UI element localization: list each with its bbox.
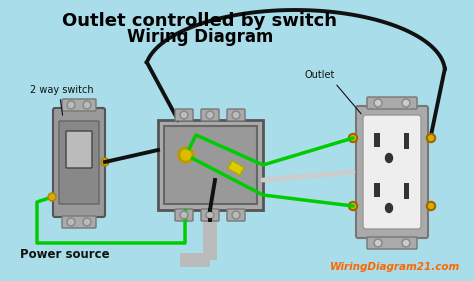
Circle shape	[180, 111, 188, 119]
Bar	[404, 133, 409, 149]
Bar	[374, 183, 380, 197]
Text: Wiring Diagram: Wiring Diagram	[127, 28, 273, 46]
Bar	[404, 183, 409, 199]
Circle shape	[102, 160, 108, 164]
Circle shape	[206, 211, 214, 219]
Text: 2 way switch: 2 way switch	[30, 85, 94, 95]
Circle shape	[348, 133, 357, 142]
Bar	[164, 126, 257, 204]
FancyBboxPatch shape	[201, 109, 219, 121]
Circle shape	[374, 99, 382, 107]
Circle shape	[178, 147, 194, 163]
Circle shape	[403, 241, 409, 246]
FancyBboxPatch shape	[59, 121, 99, 204]
Circle shape	[375, 241, 381, 246]
Bar	[374, 133, 380, 147]
Circle shape	[84, 219, 90, 225]
Circle shape	[232, 111, 240, 119]
Circle shape	[208, 112, 212, 117]
FancyBboxPatch shape	[363, 115, 421, 229]
Circle shape	[234, 212, 238, 217]
Bar	[158, 120, 263, 210]
FancyBboxPatch shape	[227, 209, 245, 221]
Text: Power source: Power source	[20, 248, 109, 261]
Circle shape	[206, 111, 214, 119]
Text: Outlet controlled by switch: Outlet controlled by switch	[63, 12, 337, 30]
FancyBboxPatch shape	[367, 237, 417, 249]
FancyBboxPatch shape	[356, 106, 428, 238]
Ellipse shape	[385, 153, 392, 162]
Circle shape	[427, 201, 436, 210]
Circle shape	[402, 239, 410, 247]
Circle shape	[232, 211, 240, 219]
Circle shape	[234, 112, 238, 117]
Polygon shape	[228, 161, 244, 175]
Circle shape	[69, 219, 73, 225]
Text: Outlet: Outlet	[305, 70, 336, 80]
Circle shape	[208, 212, 212, 217]
Ellipse shape	[385, 203, 392, 212]
Circle shape	[348, 201, 357, 210]
FancyBboxPatch shape	[367, 97, 417, 109]
Text: WiringDiagram21.com: WiringDiagram21.com	[330, 262, 460, 272]
Circle shape	[403, 101, 409, 105]
Circle shape	[67, 218, 75, 226]
FancyBboxPatch shape	[201, 209, 219, 221]
FancyBboxPatch shape	[62, 216, 96, 228]
Circle shape	[69, 103, 73, 108]
Circle shape	[83, 218, 91, 226]
Circle shape	[83, 101, 91, 109]
Circle shape	[374, 239, 382, 247]
Circle shape	[182, 112, 186, 117]
FancyBboxPatch shape	[175, 209, 193, 221]
FancyBboxPatch shape	[53, 108, 105, 217]
Circle shape	[427, 133, 436, 142]
FancyBboxPatch shape	[66, 131, 92, 168]
FancyBboxPatch shape	[175, 109, 193, 121]
Circle shape	[48, 193, 56, 201]
Circle shape	[180, 211, 188, 219]
Circle shape	[101, 158, 109, 166]
Circle shape	[67, 101, 75, 109]
FancyBboxPatch shape	[227, 109, 245, 121]
Circle shape	[84, 103, 90, 108]
Circle shape	[428, 135, 434, 140]
Circle shape	[402, 99, 410, 107]
Circle shape	[375, 101, 381, 105]
Circle shape	[428, 203, 434, 209]
Circle shape	[350, 135, 356, 140]
Circle shape	[182, 212, 186, 217]
FancyBboxPatch shape	[62, 99, 96, 111]
Circle shape	[49, 194, 55, 200]
Circle shape	[350, 203, 356, 209]
Circle shape	[181, 150, 191, 160]
